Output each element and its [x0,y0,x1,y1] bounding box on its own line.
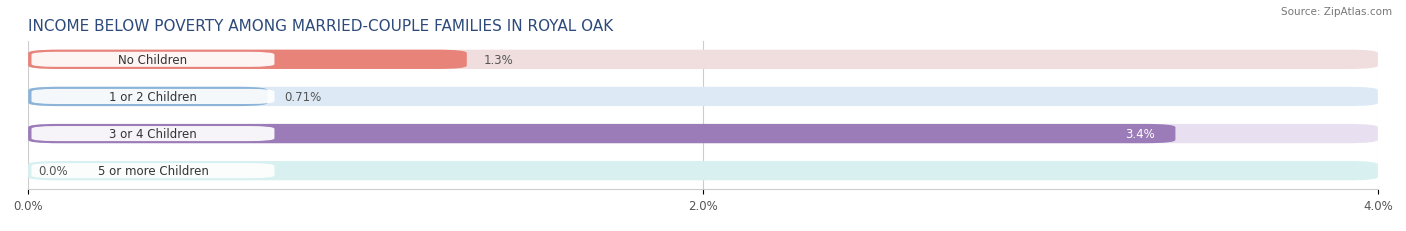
Text: Source: ZipAtlas.com: Source: ZipAtlas.com [1281,7,1392,17]
Text: INCOME BELOW POVERTY AMONG MARRIED-COUPLE FAMILIES IN ROYAL OAK: INCOME BELOW POVERTY AMONG MARRIED-COUPL… [28,18,613,33]
FancyBboxPatch shape [28,124,1175,144]
Text: 0.0%: 0.0% [38,164,67,177]
FancyBboxPatch shape [28,50,467,70]
FancyBboxPatch shape [28,124,1378,144]
FancyBboxPatch shape [31,53,274,67]
FancyBboxPatch shape [28,87,1378,107]
FancyBboxPatch shape [31,127,274,141]
Text: 0.71%: 0.71% [284,91,322,103]
Text: 1 or 2 Children: 1 or 2 Children [110,91,197,103]
Text: 1.3%: 1.3% [484,54,513,67]
FancyBboxPatch shape [31,164,274,178]
Text: 3.4%: 3.4% [1125,128,1156,140]
FancyBboxPatch shape [28,161,1378,181]
Text: No Children: No Children [118,54,187,67]
Text: 5 or more Children: 5 or more Children [97,164,208,177]
FancyBboxPatch shape [28,87,267,107]
FancyBboxPatch shape [28,50,1378,70]
FancyBboxPatch shape [31,90,274,104]
Text: 3 or 4 Children: 3 or 4 Children [110,128,197,140]
